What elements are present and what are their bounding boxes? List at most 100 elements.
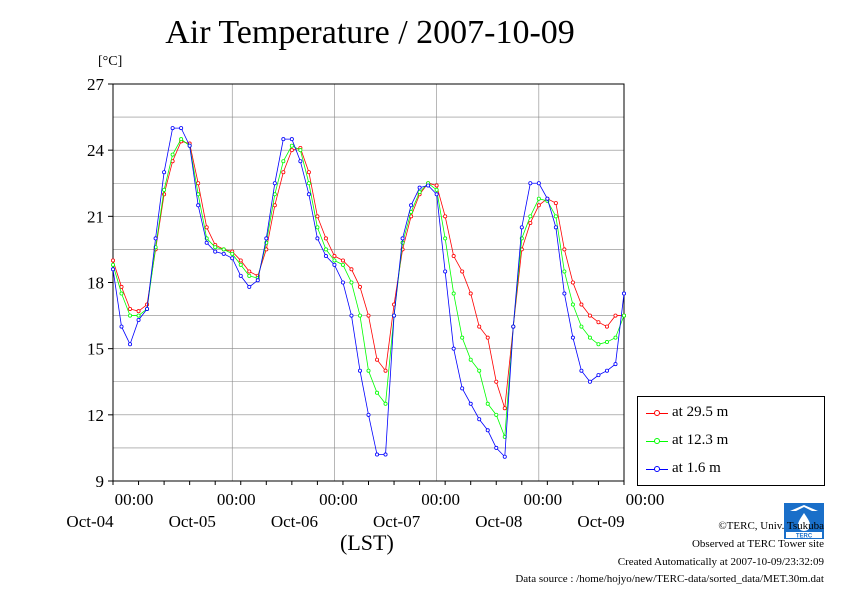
- data-point: [468, 291, 473, 296]
- x-tick-time-label: 00:00: [421, 490, 460, 509]
- y-tick-label: 12: [87, 406, 104, 425]
- data-point: [570, 280, 575, 285]
- data-point: [340, 262, 345, 267]
- x-tick-time-label: 00:00: [626, 490, 665, 509]
- data-point: [247, 273, 252, 278]
- series-line: [112, 127, 625, 458]
- data-point: [400, 236, 405, 241]
- data-point: [357, 368, 362, 373]
- data-point: [315, 214, 320, 219]
- data-point: [289, 148, 294, 153]
- data-point: [162, 187, 167, 192]
- data-point: [528, 220, 533, 225]
- data-point: [179, 137, 184, 142]
- data-point: [519, 225, 524, 230]
- data-point: [553, 214, 558, 219]
- data-point: [579, 368, 584, 373]
- data-point: [604, 340, 609, 345]
- data-point: [383, 401, 388, 406]
- data-point: [111, 262, 116, 267]
- data-point: [477, 324, 482, 329]
- data-point: [332, 262, 337, 267]
- x-tick-date-label: Oct-05: [169, 512, 216, 531]
- data-point: [204, 240, 209, 245]
- data-point: [128, 342, 133, 347]
- x-tick-date-label: Oct-04: [66, 512, 114, 531]
- data-point: [170, 152, 175, 157]
- data-point: [281, 170, 286, 175]
- data-point: [323, 247, 328, 252]
- data-point: [332, 258, 337, 263]
- data-point: [570, 335, 575, 340]
- data-point: [366, 412, 371, 417]
- data-point: [434, 187, 439, 192]
- data-point: [468, 357, 473, 362]
- data-point: [460, 269, 465, 274]
- data-point: [136, 309, 141, 314]
- data-point: [315, 225, 320, 230]
- data-point: [511, 324, 516, 329]
- data-point: [622, 313, 627, 318]
- observed-text: Observed at TERC Tower site: [691, 538, 824, 550]
- legend-item-29-5m: at 29.5 m: [646, 401, 728, 423]
- data-point: [119, 291, 124, 296]
- data-point: [179, 126, 184, 131]
- series-line: [112, 138, 625, 438]
- data-point: [306, 181, 311, 186]
- legend: at 29.5 m at 12.3 m at 1.6 m: [637, 396, 825, 486]
- x-tick-time-label: 00:00: [217, 490, 256, 509]
- data-point: [434, 183, 439, 188]
- data-point: [451, 254, 456, 259]
- data-point: [162, 170, 167, 175]
- x-axis-unit: (LST): [340, 530, 394, 555]
- data-point: [587, 379, 592, 384]
- chart-title: Air Temperature / 2007-10-09: [165, 14, 575, 51]
- svg-text:TERC: TERC: [796, 534, 813, 540]
- data-point: [494, 412, 499, 417]
- legend-label: at 29.5 m: [672, 404, 729, 420]
- data-point: [272, 181, 277, 186]
- data-point: [485, 401, 490, 406]
- legend-item-12-3m: at 12.3 m: [646, 429, 728, 451]
- data-point: [460, 386, 465, 391]
- data-source-text: Data source : /home/hojyo/new/TERC-data/…: [515, 573, 824, 585]
- data-point: [238, 258, 243, 263]
- data-point: [128, 306, 133, 311]
- data-point: [587, 313, 592, 318]
- data-point: [119, 324, 124, 329]
- data-point: [622, 291, 627, 296]
- data-point: [289, 137, 294, 142]
- data-point: [366, 368, 371, 373]
- data-point: [553, 201, 558, 206]
- data-point: [383, 452, 388, 457]
- data-point: [536, 203, 541, 208]
- data-point: [366, 313, 371, 318]
- data-point: [545, 196, 550, 201]
- data-point: [502, 454, 507, 459]
- data-point: [111, 258, 116, 263]
- created-text: Created Automatically at 2007-10-09/23:3…: [617, 556, 824, 568]
- data-point: [375, 390, 380, 395]
- data-point: [247, 284, 252, 289]
- data-point: [562, 291, 567, 296]
- data-point: [357, 284, 362, 289]
- data-point: [434, 192, 439, 197]
- y-tick-label: 27: [87, 75, 105, 94]
- data-point: [443, 214, 448, 219]
- data-point: [264, 236, 269, 241]
- y-tick-label: 9: [96, 472, 105, 491]
- legend-marker-red: [646, 408, 668, 418]
- data-point: [443, 236, 448, 241]
- data-point: [528, 181, 533, 186]
- data-point: [221, 247, 226, 252]
- data-point: [204, 225, 209, 230]
- data-point: [383, 368, 388, 373]
- data-point: [298, 148, 303, 153]
- x-tick-date-label: Oct-08: [475, 512, 522, 531]
- data-point: [196, 203, 201, 208]
- data-point: [145, 306, 150, 311]
- data-point: [451, 346, 456, 351]
- data-point: [570, 302, 575, 307]
- data-point: [340, 280, 345, 285]
- data-point: [153, 236, 158, 241]
